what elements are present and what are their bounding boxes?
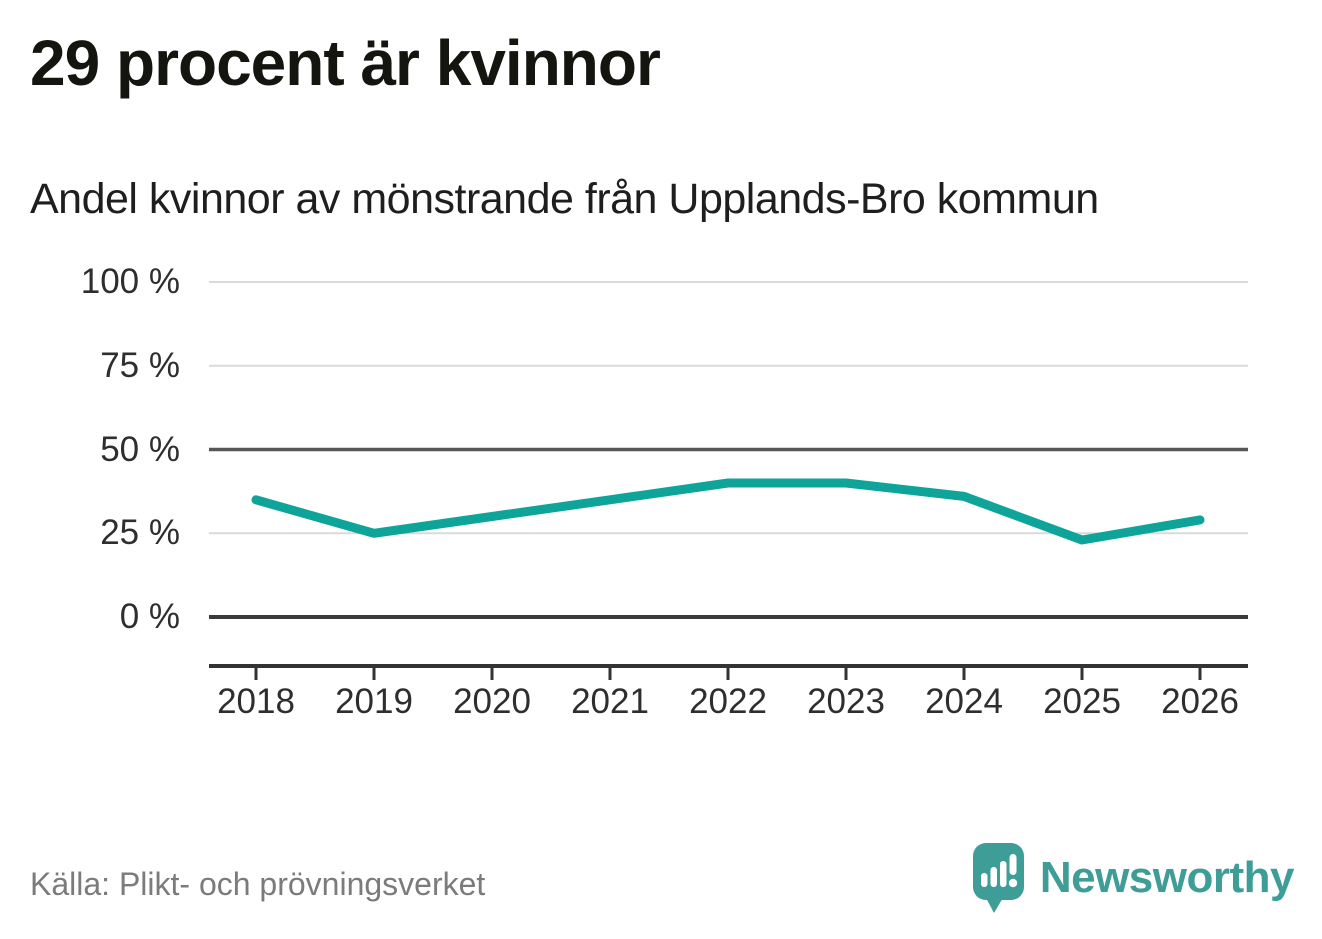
- x-axis-label: 2022: [689, 682, 767, 721]
- x-axis-label: 2021: [571, 682, 649, 721]
- data-series-line: [251, 478, 1205, 545]
- y-axis-label: 0 %: [119, 597, 180, 636]
- x-axis-label: 2024: [925, 682, 1003, 721]
- y-axis-label: 100 %: [80, 262, 180, 301]
- chart-subtitle: Andel kvinnor av mönstrande från Uppland…: [30, 175, 1099, 223]
- y-axis-label: 25 %: [100, 513, 180, 553]
- x-axis-label: 2023: [807, 682, 885, 721]
- x-axis-label: 2026: [1161, 682, 1239, 721]
- x-axis-label: 2025: [1043, 682, 1121, 721]
- headline: 29 procent är kvinnor: [30, 27, 661, 99]
- y-axis-label: 50 %: [100, 429, 180, 469]
- y-axis-label: 75 %: [100, 345, 180, 385]
- newsworthy-wordmark: Newsworthy: [1039, 853, 1295, 902]
- source-note: Källa: Plikt- och prövningsverket: [30, 866, 486, 902]
- x-axis-label: 2018: [217, 682, 295, 721]
- speech-bubble-bar-chart-exclamation-icon: [972, 843, 1024, 913]
- x-axis-label: 2020: [453, 682, 531, 721]
- newsworthy-logo: Newsworthy: [972, 842, 1295, 914]
- x-axis-label: 2019: [335, 682, 413, 721]
